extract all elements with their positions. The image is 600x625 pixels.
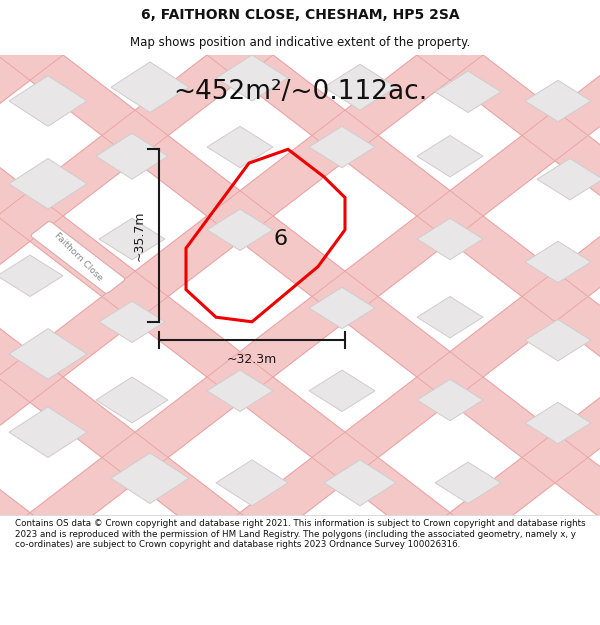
Polygon shape — [525, 319, 591, 361]
Text: 6: 6 — [274, 229, 288, 249]
Text: 6, FAITHORN CLOSE, CHESHAM, HP5 2SA: 6, FAITHORN CLOSE, CHESHAM, HP5 2SA — [140, 8, 460, 22]
Polygon shape — [216, 55, 288, 101]
Polygon shape — [207, 126, 273, 168]
Polygon shape — [417, 136, 483, 177]
Text: ~452m²/~0.112ac.: ~452m²/~0.112ac. — [173, 79, 427, 105]
Polygon shape — [525, 241, 591, 282]
Polygon shape — [96, 377, 168, 423]
Polygon shape — [99, 301, 165, 343]
Polygon shape — [417, 296, 483, 338]
Polygon shape — [9, 407, 87, 458]
Text: ~32.3m: ~32.3m — [227, 353, 277, 366]
Polygon shape — [216, 460, 288, 506]
Polygon shape — [435, 71, 501, 112]
Polygon shape — [417, 218, 483, 260]
Polygon shape — [525, 80, 591, 122]
Polygon shape — [9, 76, 87, 126]
Polygon shape — [207, 209, 273, 251]
Polygon shape — [0, 255, 63, 296]
Text: ~35.7m: ~35.7m — [132, 210, 145, 261]
Polygon shape — [309, 370, 375, 411]
Polygon shape — [324, 64, 396, 110]
Polygon shape — [525, 402, 591, 444]
Polygon shape — [417, 379, 483, 421]
FancyBboxPatch shape — [31, 221, 125, 293]
Text: Contains OS data © Crown copyright and database right 2021. This information is : Contains OS data © Crown copyright and d… — [15, 519, 586, 549]
Polygon shape — [111, 453, 189, 504]
Polygon shape — [309, 288, 375, 329]
Polygon shape — [9, 329, 87, 379]
Polygon shape — [96, 133, 168, 179]
Polygon shape — [207, 370, 273, 411]
Polygon shape — [9, 159, 87, 209]
Text: Faithorn Close: Faithorn Close — [52, 231, 104, 283]
Polygon shape — [99, 218, 165, 260]
Polygon shape — [309, 126, 375, 168]
Polygon shape — [324, 460, 396, 506]
Text: Map shows position and indicative extent of the property.: Map shows position and indicative extent… — [130, 36, 470, 49]
Polygon shape — [537, 159, 600, 200]
Polygon shape — [435, 462, 501, 504]
Polygon shape — [111, 62, 189, 112]
